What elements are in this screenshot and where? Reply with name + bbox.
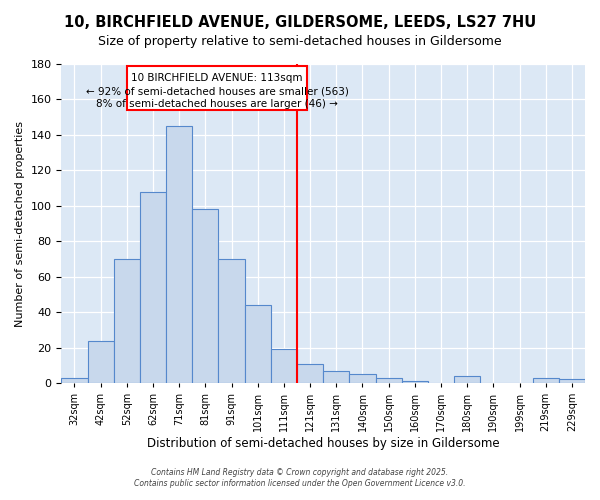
Text: Contains HM Land Registry data © Crown copyright and database right 2025.
Contai: Contains HM Land Registry data © Crown c… <box>134 468 466 487</box>
Text: 10, BIRCHFIELD AVENUE, GILDERSOME, LEEDS, LS27 7HU: 10, BIRCHFIELD AVENUE, GILDERSOME, LEEDS… <box>64 15 536 30</box>
Text: Size of property relative to semi-detached houses in Gildersome: Size of property relative to semi-detach… <box>98 35 502 48</box>
Bar <box>245 305 271 383</box>
Text: ← 92% of semi-detached houses are smaller (563): ← 92% of semi-detached houses are smalle… <box>86 86 349 96</box>
Bar <box>166 126 193 383</box>
Bar <box>271 350 297 383</box>
Bar <box>61 378 88 383</box>
Bar <box>114 259 140 383</box>
Bar <box>402 382 428 383</box>
X-axis label: Distribution of semi-detached houses by size in Gildersome: Distribution of semi-detached houses by … <box>147 437 500 450</box>
Bar <box>454 376 480 383</box>
Bar <box>127 66 307 110</box>
Y-axis label: Number of semi-detached properties: Number of semi-detached properties <box>15 120 25 326</box>
Bar <box>140 192 166 383</box>
Bar <box>376 378 402 383</box>
Text: 10 BIRCHFIELD AVENUE: 113sqm: 10 BIRCHFIELD AVENUE: 113sqm <box>131 73 303 83</box>
Bar <box>193 210 218 383</box>
Bar <box>349 374 376 383</box>
Bar <box>88 340 114 383</box>
Bar <box>533 378 559 383</box>
Bar <box>218 259 245 383</box>
Text: 8% of semi-detached houses are larger (46) →: 8% of semi-detached houses are larger (4… <box>96 100 338 110</box>
Bar <box>559 380 585 383</box>
Bar <box>323 370 349 383</box>
Bar <box>297 364 323 383</box>
